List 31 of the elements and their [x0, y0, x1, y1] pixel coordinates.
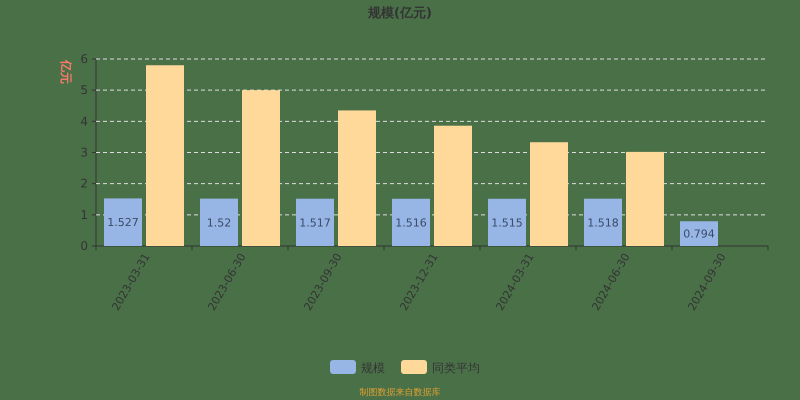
y-tick-label: 5 — [80, 83, 88, 98]
data-label: 1.517 — [299, 216, 331, 230]
bar — [242, 90, 280, 246]
data-label: 1.518 — [587, 216, 619, 230]
y-tick-label: 4 — [80, 114, 88, 128]
bar — [104, 198, 142, 246]
y-tick-label: 1 — [80, 208, 88, 222]
chart-title: 规模(亿元) — [367, 6, 432, 21]
bar — [488, 198, 526, 246]
bar — [392, 198, 430, 246]
bar — [626, 152, 664, 246]
bar — [338, 110, 376, 246]
data-label: 1.515 — [491, 216, 523, 230]
data-label: 1.527 — [107, 216, 139, 230]
y-axis-title: 亿元 — [59, 59, 73, 84]
legend-label: 同类平均 — [432, 361, 480, 375]
bar — [434, 126, 472, 246]
bar — [530, 142, 568, 246]
text: 制图数据来自数据库 — [360, 387, 440, 398]
y-tick-label: 3 — [80, 146, 88, 160]
y-tick-label: 0 — [80, 239, 88, 253]
data-label: 1.516 — [395, 216, 427, 230]
legend-label: 规模 — [361, 361, 385, 375]
data-label: 1.52 — [206, 216, 232, 230]
bar — [146, 65, 184, 246]
bar — [296, 198, 334, 246]
bar — [584, 198, 622, 246]
y-tick-label: 6 — [80, 52, 88, 66]
bar — [200, 198, 238, 246]
data-label: 0.794 — [683, 228, 715, 241]
y-tick-label: 2 — [80, 176, 88, 191]
